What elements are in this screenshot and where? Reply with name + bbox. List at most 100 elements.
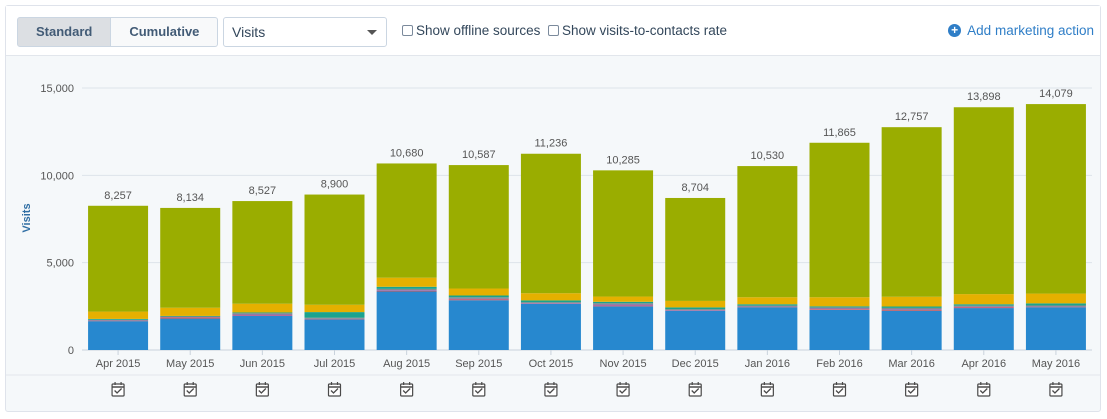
bar-segment[interactable] — [88, 205, 149, 312]
visits-rate-checkbox[interactable] — [548, 25, 559, 36]
bar-segment[interactable] — [737, 304, 798, 306]
bar-segment[interactable] — [593, 305, 654, 307]
visits-rate-toggle[interactable]: Show visits-to-contacts rate — [548, 23, 727, 38]
calendar-check-icon[interactable] — [400, 382, 414, 397]
bar-segment[interactable] — [232, 312, 293, 314]
bar-segment[interactable] — [665, 307, 726, 310]
calendar-check-icon[interactable] — [111, 382, 125, 397]
bar-segment[interactable] — [304, 319, 365, 350]
metric-select[interactable]: Visits — [223, 17, 387, 47]
bar-stack[interactable] — [737, 166, 798, 350]
bar-segment[interactable] — [520, 153, 581, 294]
bar-segment[interactable] — [737, 166, 798, 298]
bar-segment[interactable] — [593, 306, 654, 350]
bar-stack[interactable] — [665, 197, 726, 350]
bar-segment[interactable] — [232, 314, 293, 316]
bar-segment[interactable] — [232, 303, 293, 313]
bar-segment[interactable] — [737, 297, 798, 305]
bar-stack[interactable] — [953, 107, 1014, 350]
calendar-check-icon[interactable] — [616, 382, 630, 397]
bar-segment[interactable] — [232, 201, 293, 304]
bar-segment[interactable] — [1025, 293, 1086, 304]
bar-segment[interactable] — [737, 307, 798, 350]
bar-segment[interactable] — [520, 293, 581, 301]
bar-segment[interactable] — [1025, 305, 1086, 307]
bar-segment[interactable] — [88, 319, 149, 321]
bar-stack[interactable] — [1025, 104, 1086, 350]
bar-stack[interactable] — [232, 201, 293, 350]
calendar-check-icon[interactable] — [1049, 382, 1063, 397]
bar-segment[interactable] — [304, 317, 365, 319]
bar-segment[interactable] — [160, 318, 221, 350]
bar-segment[interactable] — [665, 309, 726, 311]
bar-segment[interactable] — [376, 163, 437, 278]
bar-segment[interactable] — [953, 306, 1014, 308]
calendar-check-icon[interactable] — [472, 382, 486, 397]
bar-segment[interactable] — [160, 207, 221, 308]
calendar-check-icon[interactable] — [688, 382, 702, 397]
bar-stack[interactable] — [160, 207, 221, 350]
bar-segment[interactable] — [448, 288, 509, 296]
bar-segment[interactable] — [809, 308, 870, 310]
bar-segment[interactable] — [1025, 303, 1086, 306]
bar-segment[interactable] — [88, 321, 149, 350]
bar-stack[interactable] — [809, 142, 870, 350]
bar-stack[interactable] — [881, 127, 942, 350]
bar-segment[interactable] — [1025, 104, 1086, 294]
bar-segment[interactable] — [953, 308, 1014, 350]
bar-segment[interactable] — [232, 315, 293, 350]
bar-stack[interactable] — [376, 163, 437, 350]
bar-segment[interactable] — [88, 318, 149, 320]
bar-segment[interactable] — [881, 296, 942, 307]
bar-segment[interactable] — [665, 300, 726, 308]
calendar-check-icon[interactable] — [544, 382, 558, 397]
standard-button[interactable]: Standard — [17, 17, 112, 47]
bar-segment[interactable] — [88, 311, 149, 319]
bar-segment[interactable] — [809, 306, 870, 308]
bar-segment[interactable] — [376, 290, 437, 292]
bar-segment[interactable] — [593, 303, 654, 305]
bar-segment[interactable] — [376, 291, 437, 350]
bar-stack[interactable] — [520, 153, 581, 350]
bar-segment[interactable] — [665, 197, 726, 301]
bar-segment[interactable] — [304, 304, 365, 313]
bar-segment[interactable] — [160, 316, 221, 318]
bar-segment[interactable] — [520, 303, 581, 350]
bar-segment[interactable] — [1025, 307, 1086, 350]
bar-segment[interactable] — [304, 312, 365, 318]
bar-segment[interactable] — [665, 310, 726, 350]
add-marketing-action-link[interactable]: + Add marketing action — [948, 23, 1094, 38]
bar-segment[interactable] — [953, 304, 1014, 306]
bar-segment[interactable] — [448, 165, 509, 289]
bar-segment[interactable] — [448, 295, 509, 298]
bar-segment[interactable] — [593, 170, 654, 297]
bar-segment[interactable] — [953, 107, 1014, 295]
bar-segment[interactable] — [881, 310, 942, 350]
bar-segment[interactable] — [809, 142, 870, 298]
bar-segment[interactable] — [881, 310, 942, 311]
bar-segment[interactable] — [448, 297, 509, 299]
bar-segment[interactable] — [376, 290, 437, 291]
bar-segment[interactable] — [448, 300, 509, 350]
bar-segment[interactable] — [881, 309, 942, 311]
bar-segment[interactable] — [809, 309, 870, 310]
bar-segment[interactable] — [809, 307, 870, 309]
bar-stack[interactable] — [304, 194, 365, 350]
calendar-check-icon[interactable] — [905, 382, 919, 397]
bar-segment[interactable] — [520, 300, 581, 303]
bar-stack[interactable] — [593, 170, 654, 350]
bar-segment[interactable] — [881, 127, 942, 297]
bar-stack[interactable] — [448, 165, 509, 350]
bar-segment[interactable] — [376, 277, 437, 287]
bar-segment[interactable] — [376, 286, 437, 289]
calendar-check-icon[interactable] — [760, 382, 774, 397]
bar-segment[interactable] — [593, 301, 654, 304]
calendar-check-icon[interactable] — [327, 382, 342, 397]
offline-sources-toggle[interactable]: Show offline sources — [402, 23, 540, 38]
bar-segment[interactable] — [593, 296, 654, 302]
bar-segment[interactable] — [881, 307, 942, 310]
bar-segment[interactable] — [953, 307, 1014, 309]
bar-segment[interactable] — [160, 307, 221, 316]
bar-segment[interactable] — [160, 315, 221, 317]
bar-segment[interactable] — [881, 306, 942, 308]
